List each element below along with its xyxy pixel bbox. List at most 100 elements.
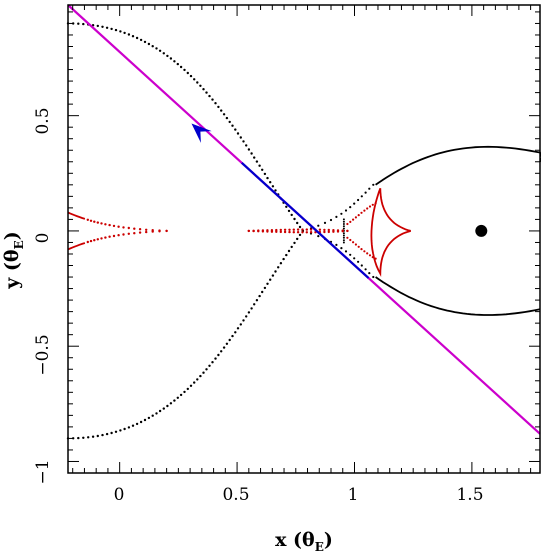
left-caustic-cusp-dotted (112, 234, 116, 238)
critical-curve-upper-branch (77, 22, 80, 25)
left-caustic-cusp-dotted (86, 240, 90, 244)
central-caustic (370, 187, 412, 277)
caustic-wing-dotted (323, 230, 326, 234)
left-caustic-cusp (67, 211, 86, 220)
critical-curve-inner-arc (353, 257, 356, 260)
x-axis-label: x (θE) (275, 529, 333, 554)
critical-curve-inner-arc (368, 272, 371, 275)
critical-curve-upper-branch (151, 45, 154, 48)
critical-curve-lower-branch (293, 241, 296, 245)
critical-curve-lower-branch (217, 353, 220, 357)
critical-curve-upper-branch (173, 60, 176, 63)
y-tick-label: −1 (33, 459, 53, 484)
critical-curve-upper-branch (231, 124, 234, 127)
critical-curve-upper-branch (274, 189, 277, 192)
caustic-wing-dotted (327, 230, 330, 234)
left-caustic-cusp-dotted (138, 228, 142, 231)
critical-curve-lower-branch (287, 249, 291, 253)
caustic-wing-dotted (363, 250, 366, 253)
critical-curve-lower-branch (263, 286, 267, 290)
critical-curve-upper-branch (110, 27, 113, 31)
critical-curve-upper-branch (155, 47, 158, 50)
left-caustic-cusp-dotted (158, 230, 161, 233)
caustic-wing-dotted (279, 228, 282, 232)
caustic-wing-dotted (371, 203, 374, 206)
critical-curve-inner-arc (335, 215, 338, 218)
critical-curve-upper-branch (225, 116, 229, 120)
left-caustic-cusp (67, 242, 86, 251)
left-caustic-cusp-dotted (93, 220, 96, 223)
critical-curve-upper-branch (239, 136, 242, 139)
critical-curve-lower-branch (290, 245, 293, 249)
critical-curve-inner-arc (342, 220, 345, 223)
critical-curve-lower-branch (158, 409, 162, 413)
left-caustic-cusp-dotted (133, 227, 136, 230)
critical-curve-upper-branch (179, 65, 183, 69)
critical-curve-inner-arc (344, 209, 348, 212)
critical-curve-upper-branch (258, 164, 261, 167)
critical-curve-lower-branch (274, 270, 277, 273)
critical-curve-inner-arc (372, 275, 375, 279)
critical-curve-upper-branch (183, 68, 186, 72)
critical-curve-inner-arc (372, 183, 375, 186)
caustic-wing-dotted (349, 220, 352, 223)
critical-curve-lower-branch (250, 307, 253, 310)
critical-curve-upper-branch (147, 42, 151, 46)
critical-curve-lower-branch (119, 429, 122, 432)
critical-curve-lower-branch (110, 431, 113, 435)
critical-curve-upper-branch (105, 26, 109, 29)
critical-curve-lower-branch (173, 399, 176, 402)
critical-curve-lower-branch (208, 364, 211, 367)
critical-curve-upper-branch (214, 102, 217, 105)
critical-curve-upper-branch (205, 91, 208, 94)
caustic-wing-dotted (346, 222, 349, 226)
caustic-wing-dotted (288, 228, 291, 231)
critical-curve-upper-branch (193, 78, 196, 81)
critical-curve-lower-branch (236, 327, 240, 330)
critical-curve-inner-arc (360, 195, 363, 198)
critical-curve-upper-branch (131, 35, 135, 38)
critical-curve-upper-branch (290, 213, 293, 217)
left-caustic-cusp-dotted (127, 232, 130, 235)
critical-curve-upper-branch (199, 84, 202, 88)
critical-curve-upper-branch (101, 25, 104, 28)
critical-curve-upper-branch (228, 120, 231, 124)
x-tick-label: 1.5 (456, 485, 483, 505)
critical-curve-right-lobe (375, 276, 541, 316)
critical-curve-lower-branch (96, 434, 100, 438)
critical-curve-upper-branch (143, 40, 147, 44)
critical-curve-inner-arc (342, 225, 345, 228)
critical-curve-lower-branch (298, 233, 302, 237)
caustic-wing-dotted (266, 230, 269, 233)
left-caustic-cusp-dotted (86, 218, 90, 221)
trajectory-direction-arrow (191, 123, 212, 143)
left-caustic-cusp-dotted (145, 228, 148, 231)
caustic-wing-dotted (363, 209, 366, 212)
critical-curve-upper-branch (266, 176, 269, 180)
critical-curve-upper-branch (234, 128, 237, 131)
caustic-wing-dotted (305, 228, 308, 231)
critical-curve-upper-branch (162, 52, 165, 55)
critical-curve-upper-branch (247, 148, 251, 151)
critical-curve-inner-arc (342, 232, 345, 235)
left-caustic-cusp-dotted (165, 229, 168, 233)
left-caustic-cusp-dotted (100, 222, 103, 225)
caustic-wing-dotted (336, 230, 340, 233)
critical-curve-lower-branch (199, 374, 202, 378)
critical-curve-inner-arc (342, 239, 345, 242)
caustic-wing-dotted (357, 245, 360, 248)
left-caustic-cusp-dotted (96, 238, 100, 241)
critical-curve-inner-arc (342, 236, 345, 239)
left-caustic-cusp-dotted (100, 237, 103, 240)
left-caustic-cusp-dotted (145, 230, 148, 234)
left-caustic-cusp-dotted (127, 226, 130, 230)
critical-curve-inner-arc (329, 218, 333, 222)
caustic-wing-dotted (301, 231, 304, 234)
critical-curve-upper-branch (296, 221, 299, 225)
critical-curve-lower-branch (214, 357, 217, 360)
critical-curve-inner-arc (353, 202, 356, 205)
critical-curve-lower-branch (261, 290, 264, 294)
caustic-wing-dotted (275, 230, 278, 233)
caustic-wing-dotted (357, 214, 360, 217)
critical-curve-upper-branch (139, 38, 143, 42)
